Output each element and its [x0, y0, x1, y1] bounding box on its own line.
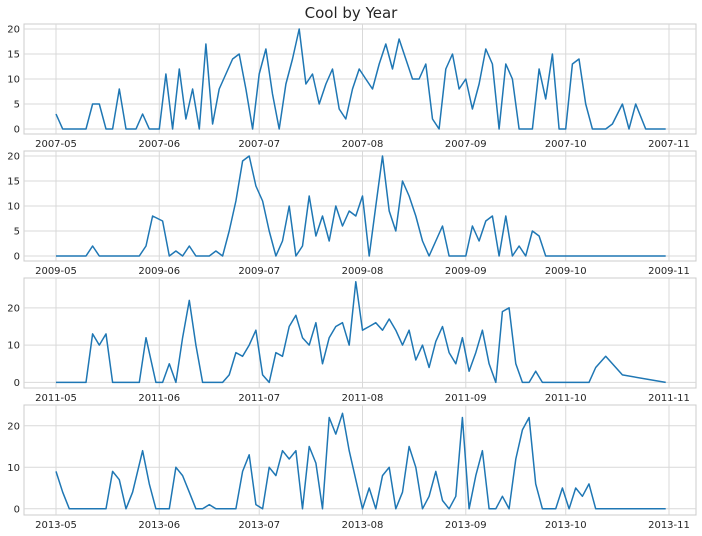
plot-frame — [23, 277, 697, 389]
y-tick-label: 20 — [7, 152, 20, 163]
x-tick-label: 2007-08 — [342, 139, 384, 150]
x-tick-label: 2009-07 — [238, 266, 280, 277]
x-tick-label: 2011-11 — [648, 393, 690, 404]
x-tick-label: 2007-06 — [138, 139, 180, 150]
x-tick-label: 2011-09 — [445, 393, 487, 404]
y-tick-label: 10 — [7, 463, 20, 474]
x-tick-label: 2007-10 — [545, 139, 587, 150]
y-tick-label: 20 — [7, 303, 20, 314]
y-tick-label: 15 — [7, 50, 20, 61]
y-tick-label: 15 — [7, 177, 20, 188]
x-tick-label: 2009-10 — [545, 266, 587, 277]
x-tick-label: 2013-08 — [342, 520, 384, 531]
x-tick-label: 2009-11 — [648, 266, 690, 277]
x-tick-label: 2011-10 — [545, 393, 587, 404]
x-tick-label: 2013-05 — [35, 520, 77, 531]
x-tick-label: 2007-05 — [35, 139, 77, 150]
x-tick-label: 2009-08 — [342, 266, 384, 277]
series-line-2013 — [55, 412, 666, 510]
subplot-2009: 0 5 10 15 20 2009-05 2009-06 2009-07 2009-08 2009… — [7, 150, 697, 277]
y-tick-label: 0 — [14, 504, 20, 515]
x-tick-label: 2011-08 — [342, 393, 384, 404]
series-line-2007 — [55, 28, 666, 130]
y-tick-label: 10 — [7, 202, 20, 213]
x-tick-label: 2007-07 — [238, 139, 280, 150]
x-tick-label: 2011-07 — [238, 393, 280, 404]
x-tick-label: 2007-11 — [648, 139, 690, 150]
chart-title: Cool by Year — [304, 4, 398, 22]
x-tick-label: 2009-09 — [445, 266, 487, 277]
y-tick-label: 5 — [14, 100, 20, 111]
subplot-2007: 0 5 10 15 20 2007-05 2007-06 2007-07 2007-08 2007… — [7, 23, 697, 150]
x-tick-label: 2009-05 — [35, 266, 77, 277]
x-tick-label: 2011-05 — [35, 393, 77, 404]
x-tick-label: 2009-06 — [138, 266, 180, 277]
x-tick-label: 2011-06 — [138, 393, 180, 404]
y-tick-label: 0 — [14, 252, 20, 263]
x-tick-label: 2007-09 — [445, 139, 487, 150]
y-tick-label: 5 — [14, 227, 20, 238]
x-tick-label: 2013-10 — [545, 520, 587, 531]
x-tick-label: 2013-11 — [648, 520, 690, 531]
x-tick-label: 2013-07 — [238, 520, 280, 531]
y-tick-label: 0 — [14, 125, 20, 136]
x-tick-label: 2013-09 — [445, 520, 487, 531]
y-tick-label: 20 — [7, 421, 20, 432]
subplot-2011: 0 10 20 2011-05 2011-06 2011-07 2011-08 2011-09… — [7, 277, 697, 404]
y-tick-label: 10 — [7, 341, 20, 352]
subplot-2013: 0 10 20 2013-05 2013-06 2013-07 2013-08 2013-09… — [7, 404, 697, 531]
y-tick-label: 20 — [7, 25, 20, 36]
y-tick-label: 0 — [14, 378, 20, 389]
y-tick-label: 10 — [7, 75, 20, 86]
series-line-2011 — [56, 280, 666, 384]
x-tick-label: 2013-06 — [138, 520, 180, 531]
